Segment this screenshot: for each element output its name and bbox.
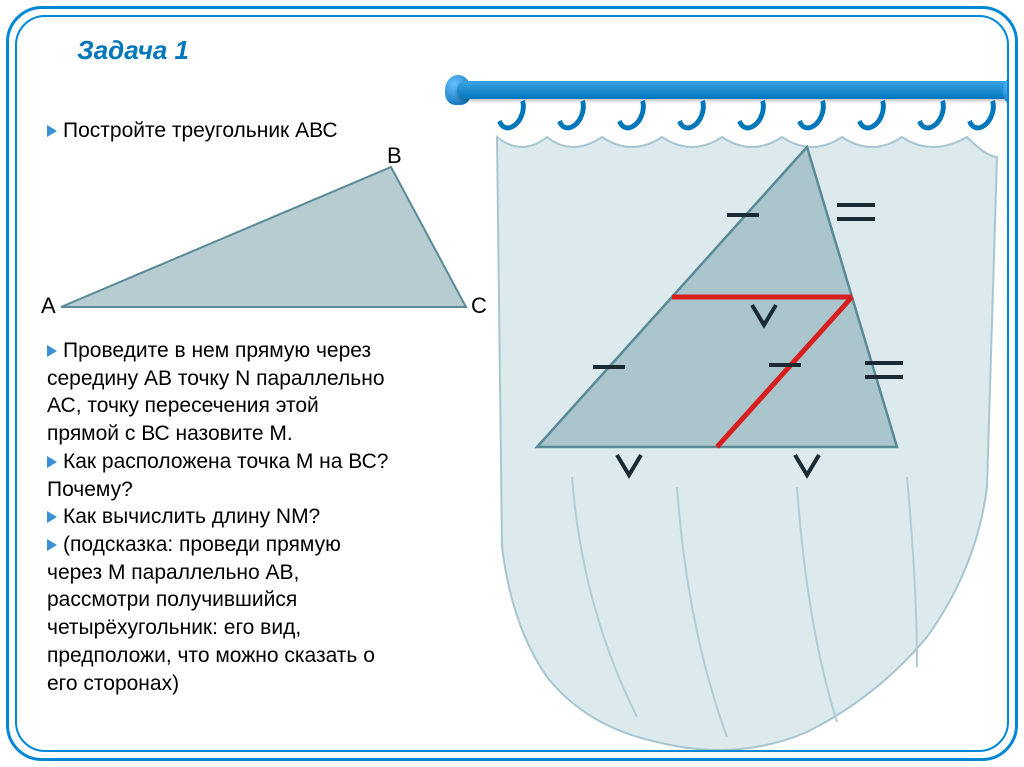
line12: предположи, что можно сказать о bbox=[47, 644, 375, 667]
task-text: Проведите в нем прямую через середину АВ… bbox=[47, 337, 487, 697]
line11: четырёхугольник: его вид, bbox=[47, 616, 301, 639]
line3: АС, точку пересечения этой bbox=[47, 394, 319, 417]
line1: Проведите в нем прямую через bbox=[63, 337, 371, 365]
triangle-abc-svg bbox=[41, 157, 481, 327]
curtain-area bbox=[477, 127, 1007, 747]
label-A: А bbox=[41, 293, 56, 319]
label-B: В bbox=[387, 143, 402, 169]
bullet-icon bbox=[47, 456, 57, 468]
line13: его сторонах) bbox=[47, 672, 179, 695]
bullet-construct: Постройте треугольник АВС bbox=[47, 117, 477, 145]
outer-frame: Задача 1 Постройте треугольник АВС А В С… bbox=[6, 6, 1018, 761]
bullet-icon bbox=[47, 511, 57, 523]
bullet-icon bbox=[47, 345, 57, 357]
line4: прямой с ВС назовите М. bbox=[47, 422, 293, 445]
bullet-icon bbox=[47, 125, 57, 137]
inner-frame: Задача 1 Постройте треугольник АВС А В С… bbox=[15, 15, 1009, 752]
line9: через М параллельно АВ, bbox=[47, 561, 299, 584]
slide-title: Задача 1 bbox=[77, 35, 189, 66]
line8: (подсказка: проведи прямую bbox=[63, 531, 341, 559]
triangle-abc-poly bbox=[61, 167, 466, 307]
curtain-svg bbox=[477, 127, 1007, 752]
bullet1-text: Постройте треугольник АВС bbox=[63, 117, 338, 145]
rod-cap-right bbox=[1003, 75, 1009, 105]
triangle-abc: А В С bbox=[41, 157, 481, 327]
bullet-icon bbox=[47, 539, 57, 551]
line6: Почему? bbox=[47, 478, 133, 501]
line7: Как вычислить длину NM? bbox=[63, 503, 320, 531]
line2: середину АВ точку N параллельно bbox=[47, 367, 385, 390]
line5: Как расположена точка М на ВС? bbox=[63, 448, 388, 476]
line10: рассмотри получившийся bbox=[47, 588, 297, 611]
